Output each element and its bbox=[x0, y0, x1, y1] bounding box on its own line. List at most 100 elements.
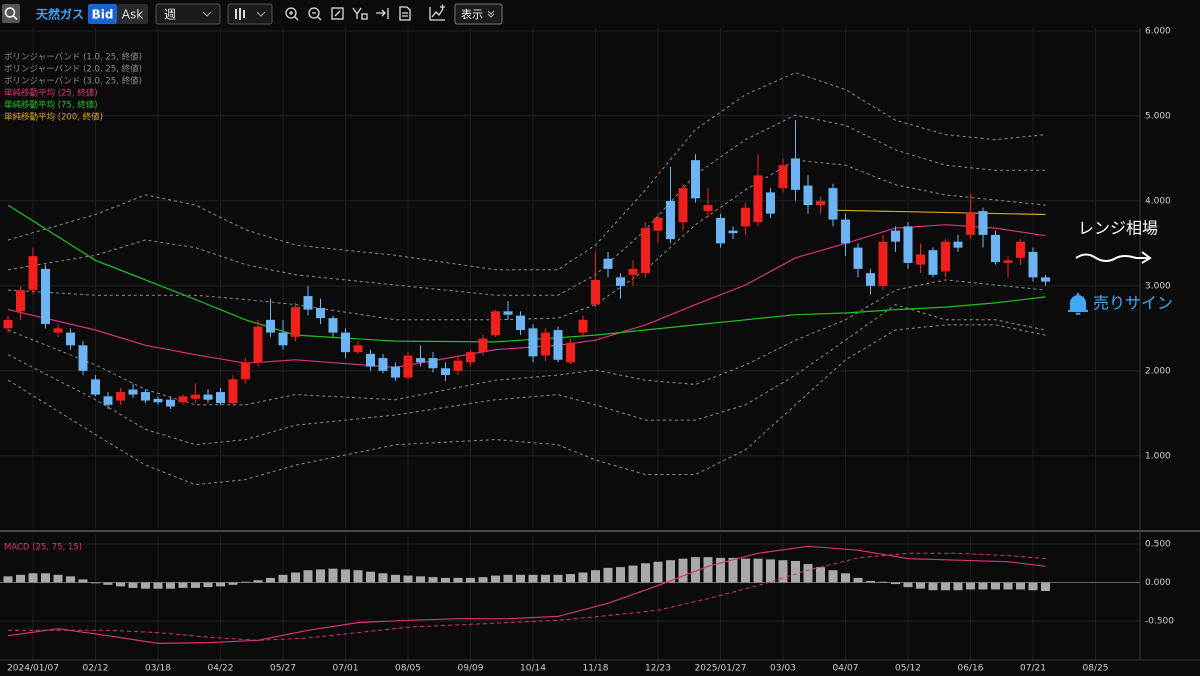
legend-entry: ボリンジャーバンド (1.0, 25, 終値) bbox=[4, 52, 142, 63]
histogram-bar bbox=[953, 582, 963, 591]
histogram-bar bbox=[866, 580, 875, 583]
candle-body bbox=[653, 217, 663, 231]
display-button[interactable] bbox=[454, 3, 503, 25]
histogram-bar bbox=[1016, 582, 1025, 590]
candle-body bbox=[616, 277, 625, 286]
candle-body bbox=[203, 394, 213, 400]
bollinger-band bbox=[7, 304, 1046, 446]
candle-body bbox=[453, 360, 463, 371]
ask-label: Ask bbox=[122, 8, 143, 22]
candle-body bbox=[416, 358, 425, 363]
histogram-bar bbox=[828, 570, 838, 583]
candle-body bbox=[403, 355, 413, 378]
candle-body bbox=[678, 188, 688, 223]
x-tick-label: 02/12 bbox=[83, 664, 109, 674]
bid-label: Bid bbox=[92, 8, 114, 22]
candle-body bbox=[891, 230, 900, 242]
candle-body bbox=[91, 379, 100, 395]
histogram-bar bbox=[803, 564, 813, 583]
histogram-bar bbox=[728, 557, 738, 583]
candle-body bbox=[116, 392, 125, 401]
moving-average bbox=[832, 209, 1046, 216]
histogram-bar bbox=[416, 576, 425, 583]
chart-type-dropdown[interactable] bbox=[227, 3, 273, 25]
ask-button[interactable] bbox=[117, 4, 148, 24]
x-tick-label: 03/03 bbox=[770, 664, 796, 674]
histogram-bar bbox=[1003, 582, 1013, 590]
histogram-bar bbox=[491, 575, 500, 583]
candle-body bbox=[103, 396, 113, 405]
histogram-bar bbox=[78, 579, 88, 583]
x-tick-label: 10/14 bbox=[520, 664, 546, 674]
candle-body bbox=[778, 165, 788, 189]
candle-body bbox=[828, 188, 838, 220]
indicator-icon[interactable] bbox=[352, 7, 362, 19]
candle-body bbox=[153, 398, 163, 403]
x-tick-label: 07/01 bbox=[333, 664, 359, 674]
candle-body bbox=[428, 358, 438, 369]
zoom-in-icon[interactable] bbox=[285, 7, 297, 19]
candle-body bbox=[391, 366, 400, 378]
candle-body bbox=[53, 328, 63, 333]
candle-body bbox=[41, 268, 50, 325]
candle-body bbox=[178, 396, 188, 403]
candle-body bbox=[716, 217, 725, 244]
candle-body bbox=[191, 394, 200, 399]
candle-body bbox=[253, 326, 263, 363]
histogram-bar bbox=[203, 582, 213, 588]
histogram-bar bbox=[903, 582, 913, 588]
fit-icon[interactable] bbox=[331, 7, 344, 20]
symbol[interactable]: 天然ガス bbox=[36, 7, 84, 22]
histogram-bar bbox=[41, 573, 50, 583]
x-tick-label: 06/16 bbox=[958, 664, 984, 674]
x-tick-label: 12/23 bbox=[645, 664, 671, 674]
candle-body bbox=[1016, 241, 1025, 258]
y-tick-label: 0.500 bbox=[1145, 540, 1171, 550]
y-tick-label: 0.000 bbox=[1145, 578, 1171, 588]
candle-body bbox=[291, 307, 300, 337]
candle-body bbox=[3, 319, 13, 329]
histogram-bar bbox=[153, 582, 163, 589]
bid-button[interactable] bbox=[88, 4, 117, 24]
candle-body bbox=[503, 311, 513, 315]
histogram-bar bbox=[303, 570, 313, 583]
display-label: 表示 bbox=[461, 7, 483, 21]
x-tick-label: 2024/01/07 bbox=[7, 664, 59, 674]
candle-body bbox=[553, 330, 563, 360]
histogram-bar bbox=[778, 560, 788, 583]
histogram-bar bbox=[66, 576, 75, 583]
candle-body bbox=[441, 368, 450, 376]
dropdown-caret bbox=[487, 10, 495, 18]
histogram-bar bbox=[791, 560, 800, 583]
bell-icon bbox=[1068, 293, 1088, 315]
zoom-out-icon[interactable] bbox=[308, 7, 320, 19]
draw-icon[interactable] bbox=[429, 4, 445, 21]
jump-icon[interactable] bbox=[376, 8, 389, 19]
histogram-bar bbox=[941, 582, 950, 591]
histogram-bar bbox=[28, 573, 38, 583]
x-tick-label: 04/22 bbox=[208, 664, 234, 674]
histogram-bar bbox=[1041, 582, 1050, 591]
histogram-bar bbox=[391, 574, 400, 583]
candle-body bbox=[578, 319, 588, 333]
search-button[interactable] bbox=[2, 4, 20, 23]
period-dropdown[interactable] bbox=[155, 3, 221, 25]
candle-body bbox=[541, 332, 550, 356]
y-tick-label: 5.000 bbox=[1145, 111, 1171, 121]
histogram-bar bbox=[616, 567, 625, 583]
histogram-bar bbox=[466, 577, 475, 583]
histogram-bar bbox=[703, 557, 713, 583]
histogram-bar bbox=[566, 574, 575, 583]
candle-body bbox=[78, 345, 88, 371]
histogram-bar bbox=[753, 558, 763, 583]
histogram-bar bbox=[328, 568, 338, 583]
report-icon[interactable] bbox=[399, 6, 411, 21]
histogram-bar bbox=[241, 581, 250, 583]
histogram-bar bbox=[603, 567, 613, 583]
candle-body bbox=[166, 399, 175, 407]
histogram-bar bbox=[841, 573, 850, 583]
macd-line bbox=[7, 545, 1046, 645]
histogram-bar bbox=[441, 577, 450, 583]
